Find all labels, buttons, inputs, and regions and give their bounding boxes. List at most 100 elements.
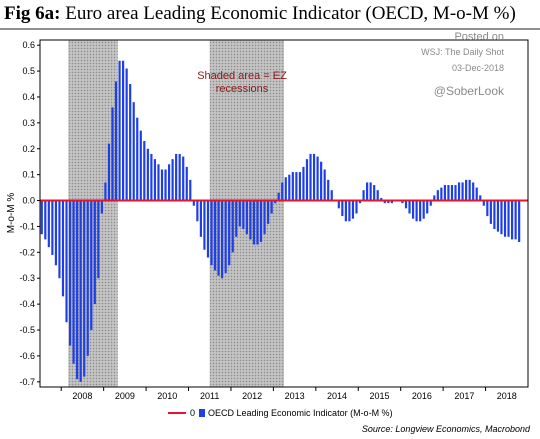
bar [238, 200, 241, 227]
bar [316, 156, 319, 201]
bar [51, 200, 54, 255]
bar [387, 200, 390, 204]
bar [139, 130, 142, 201]
watermark-line-1: Posted on [454, 31, 504, 43]
y-tick-label: -0.7 [19, 377, 35, 387]
bar [383, 200, 386, 204]
bar [164, 169, 167, 201]
bar [228, 200, 231, 266]
bar [83, 200, 86, 377]
bar [401, 200, 404, 204]
bar [44, 200, 47, 240]
bar [284, 177, 287, 201]
bar [355, 200, 358, 214]
bar [79, 200, 82, 382]
bar [344, 200, 347, 222]
bar [454, 185, 457, 201]
bar [266, 200, 270, 224]
y-tick-label: 0.4 [22, 92, 35, 102]
bar [436, 190, 439, 201]
bar [259, 200, 263, 242]
bar [224, 200, 227, 274]
bar [373, 185, 376, 201]
bar [93, 200, 96, 305]
legend-bar-swatch [199, 409, 205, 417]
bar [390, 200, 393, 204]
legend-label-series: OECD Leading Economic Indicator (M-o-M %… [208, 408, 393, 418]
bar [493, 200, 496, 230]
bar [125, 68, 128, 201]
bar [221, 200, 224, 279]
bar [288, 174, 291, 201]
bar [54, 200, 58, 266]
y-tick-label: -0.6 [19, 351, 35, 361]
bar [107, 143, 111, 201]
bar [245, 200, 248, 235]
bar [118, 60, 121, 201]
x-tick-label: 2014 [327, 391, 347, 401]
bar [358, 200, 362, 204]
bar [479, 195, 482, 201]
x-tick-label: 2010 [157, 391, 177, 401]
bar [270, 200, 273, 214]
x-tick-label: 2018 [497, 391, 517, 401]
bar [461, 182, 464, 201]
y-tick-label: 0.3 [22, 118, 35, 128]
bar [97, 200, 100, 279]
bar [351, 200, 355, 219]
bar [419, 200, 422, 222]
bar [68, 200, 72, 346]
bar [503, 200, 507, 237]
bar [362, 190, 365, 201]
x-tick-label: 2012 [242, 391, 262, 401]
recession-band-1 [68, 40, 118, 387]
bar [298, 172, 302, 201]
bar [217, 200, 220, 276]
bar [472, 182, 475, 201]
bar [210, 200, 213, 266]
plot-frame [39, 39, 529, 388]
bar [330, 190, 333, 201]
bar [337, 200, 340, 209]
bar [507, 200, 510, 237]
bar [475, 187, 478, 201]
x-tick-label: 2013 [285, 391, 305, 401]
bar [263, 200, 266, 235]
bar [231, 200, 234, 253]
watermark-line-3: 03-Dec-2018 [452, 63, 504, 73]
x-tick-label: 2015 [369, 391, 389, 401]
bar [514, 200, 517, 240]
bar [114, 81, 118, 201]
y-tick-label: 0.1 [22, 170, 35, 180]
bar [443, 185, 446, 201]
y-tick-label: 0.0 [22, 196, 35, 206]
bar [65, 200, 68, 323]
bar [496, 200, 500, 232]
bar [468, 179, 471, 201]
bar [150, 153, 153, 201]
bar [323, 169, 326, 201]
bar [369, 182, 372, 201]
bar [274, 200, 277, 204]
bar [366, 182, 369, 201]
bar [408, 200, 411, 214]
bar [327, 179, 330, 201]
x-tick-label: 2016 [412, 391, 432, 401]
bar [111, 107, 114, 201]
bar [486, 200, 489, 217]
bar [457, 182, 461, 201]
bar [196, 200, 199, 222]
bar [235, 200, 238, 237]
x-tick-label: 2009 [115, 391, 135, 401]
y-tick-label: -0.5 [19, 325, 35, 335]
bar [213, 200, 217, 271]
bar [160, 169, 164, 201]
bar [277, 192, 280, 201]
bar [422, 200, 425, 219]
bar [90, 200, 93, 331]
bar [40, 200, 43, 235]
bar [281, 182, 284, 201]
bar [376, 190, 379, 201]
bar [192, 200, 195, 206]
bar [309, 153, 312, 201]
